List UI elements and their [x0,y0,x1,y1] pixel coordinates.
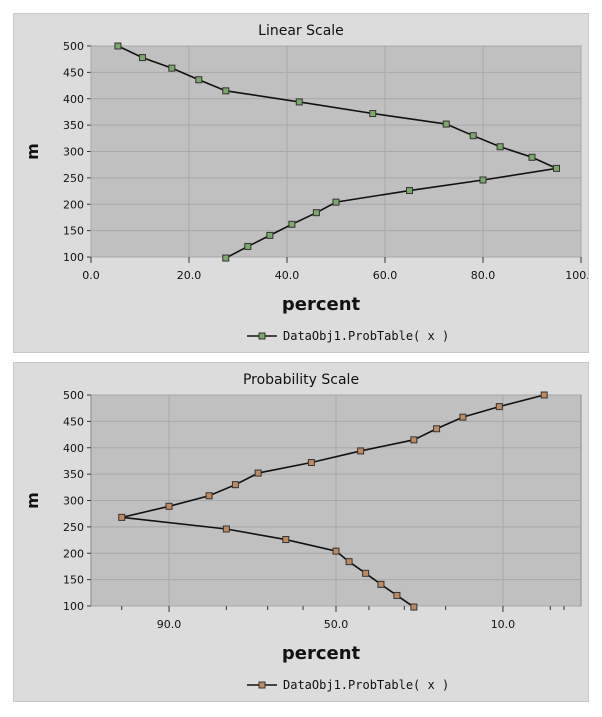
chart-title: Linear Scale [258,23,344,39]
linear-scale-chart-panel: Linear Scale 100 150 200 250 300 350 400 450 500 0… [13,13,589,353]
y-tick-label: 150 [63,225,84,238]
y-tick-label: 450 [63,66,84,79]
y-tick-label: 100 [63,600,84,613]
data-point-marker [479,176,487,184]
data-point-marker [312,209,320,217]
data-point-marker [168,64,176,72]
data-point-marker [205,492,213,500]
data-point-marker [231,481,239,489]
data-point-marker [528,153,536,161]
y-tick-label: 350 [63,468,84,481]
data-point-marker [282,536,290,544]
data-point-marker [553,164,560,172]
data-point-marker [332,547,340,555]
data-point-marker [377,580,385,588]
data-point-marker [288,220,296,228]
data-point-marker [410,436,418,444]
probability-scale-chart-panel: Probability Scale 100 150 200 250 300 350 400 45… [13,362,589,702]
data-point-marker [496,143,504,151]
y-tick-label: 400 [63,93,84,106]
data-point-marker [114,42,122,50]
data-point-marker [307,459,315,467]
data-point-marker [495,403,503,411]
x-tick-label: 60.0 [373,269,398,282]
series-line [117,45,560,259]
y-tick-label: 100 [63,251,84,264]
data-point-marker [222,525,230,533]
x-axis-label: percent [282,294,361,315]
legend-label: DataObj1.ProbTable( x ) [283,329,449,343]
y-tick-label: 500 [63,389,84,402]
x-tick-label: 50.0 [324,618,349,631]
x-tick-label: 20.0 [177,269,202,282]
data-point-marker [266,231,274,239]
data-point-marker [165,502,173,510]
data-point-marker [244,242,252,250]
y-tick-label: 350 [63,119,84,132]
data-point-marker [222,87,230,95]
data-point-marker [369,110,377,118]
legend-marker [258,332,266,340]
x-tick-label: 40.0 [275,269,300,282]
data-point-marker [222,254,230,262]
probability-scale-chart: Probability Scale 100 150 200 250 300 350 400 45… [23,372,582,692]
data-point-marker [469,132,477,140]
chart-title: Probability Scale [243,372,359,388]
data-point-marker [433,425,441,433]
data-point-marker [406,187,413,195]
y-tick-label: 250 [63,521,84,534]
x-tick-label: 0.0 [82,269,100,282]
y-tick-label: 250 [63,172,84,185]
data-point-marker [254,469,262,477]
y-tick-label: 300 [63,495,84,508]
y-axis-label: m [23,143,42,160]
y-tick-label: 400 [63,442,84,455]
data-point-marker [345,558,353,566]
y-tick-label: 150 [63,574,84,587]
data-point-marker [195,76,203,84]
linear-scale-chart: Linear Scale 100 150 200 250 300 350 400 450 500 0… [23,23,588,343]
data-point-marker [332,198,340,206]
data-point-marker [459,413,467,421]
data-point-marker [295,98,303,106]
data-point-marker [118,513,126,521]
x-tick-label: 100.0 [565,269,588,282]
data-point-marker [357,447,365,455]
legend-marker [258,681,266,689]
y-tick-label: 500 [63,40,84,53]
y-axis-label: m [23,492,42,509]
data-point-marker [362,569,370,577]
data-point-marker [540,391,548,399]
x-tick-label: 90.0 [157,618,182,631]
legend-label: DataObj1.ProbTable( x ) [283,678,449,692]
data-point-marker [393,591,401,599]
y-tick-label: 450 [63,415,84,428]
data-point-marker [410,603,418,611]
y-tick-label: 200 [63,198,84,211]
y-tick-label: 300 [63,146,84,159]
y-tick-label: 200 [63,547,84,560]
data-point-marker [138,54,146,62]
data-point-marker [442,120,450,128]
x-axis-label: percent [282,643,361,664]
x-tick-label: 10.0 [491,618,516,631]
x-tick-label: 80.0 [471,269,496,282]
